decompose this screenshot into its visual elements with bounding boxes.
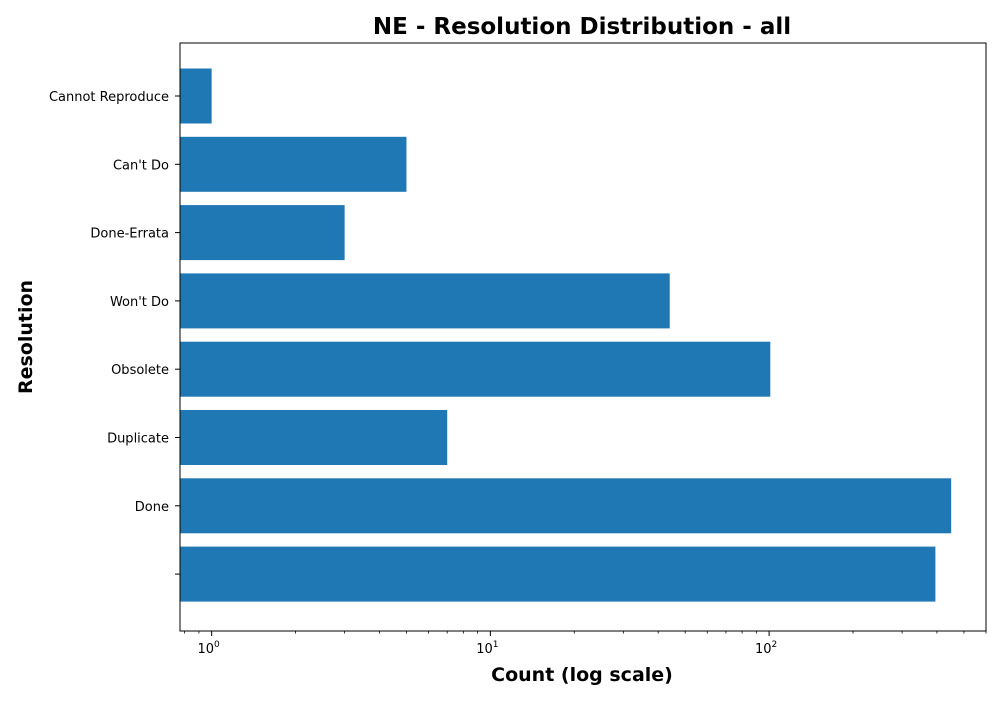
bar [180, 137, 406, 192]
bar [180, 205, 345, 260]
x-tick-label: 101 [476, 640, 498, 657]
plot-frame [180, 43, 986, 631]
y-tick-label: Obsolete [111, 363, 169, 378]
x-axis-label: Count (log scale) [491, 664, 673, 686]
x-tick-base: 10 [476, 642, 493, 657]
bar [180, 342, 770, 397]
x-tick-exponent: 0 [214, 640, 220, 650]
bar [180, 547, 935, 602]
bars-layer [180, 69, 951, 602]
x-tick-base: 10 [197, 642, 214, 657]
bar [180, 478, 951, 533]
x-tick-base: 10 [755, 642, 772, 657]
y-axis-label: Resolution [15, 280, 37, 394]
x-tick-exponent: 2 [772, 640, 778, 650]
x-tick-exponent: 1 [493, 640, 499, 650]
y-tick-label: Can't Do [113, 158, 169, 173]
bar [180, 273, 670, 328]
chart-title: NE - Resolution Distribution - all [373, 14, 791, 40]
bar [180, 69, 212, 124]
x-tick-label: 100 [197, 640, 220, 657]
x-tick-label: 102 [755, 640, 777, 657]
y-tick-label: Done-Errata [90, 227, 169, 242]
y-tick-label: Duplicate [107, 432, 169, 447]
y-tick-label: Won't Do [110, 295, 169, 310]
bar [180, 410, 447, 465]
y-tick-label: Done [135, 500, 169, 515]
y-tick-label: Cannot Reproduce [49, 90, 169, 105]
